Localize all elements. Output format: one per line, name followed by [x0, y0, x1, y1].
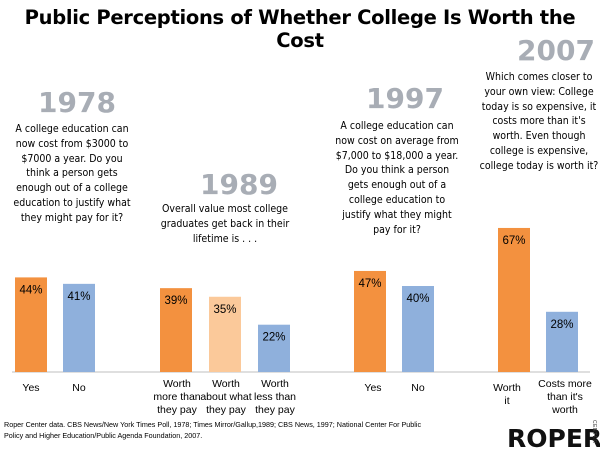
roper-logo: ROPER [507, 424, 600, 453]
category-label: Costs more than it's worth [538, 378, 592, 416]
bar [498, 227, 530, 372]
bar [354, 270, 386, 372]
data-label: 35% [213, 304, 236, 316]
source-note: Roper Center data. CBS News/New York Tim… [4, 420, 422, 440]
bar [402, 286, 434, 372]
bar [546, 311, 578, 372]
data-label: 28% [550, 319, 573, 331]
roper-logo-sub: CENTER [591, 420, 597, 444]
question-1978: A college education can now cost from $3… [13, 123, 131, 224]
category-label: Worth about what they pay [200, 378, 252, 416]
data-label: 44% [19, 284, 42, 296]
bar [209, 296, 241, 372]
year-label-1978: 1978 [38, 86, 116, 119]
data-label: 22% [262, 332, 285, 344]
year-label-2007: 2007 [517, 34, 595, 67]
data-label: 47% [358, 278, 381, 290]
question-1989: Overall value most college graduates get… [160, 203, 290, 245]
category-label: Yes [22, 382, 40, 394]
data-label: 40% [406, 293, 429, 305]
question-1997: A college education can now cost on aver… [335, 120, 459, 236]
category-label: Worth more than they pay [153, 378, 201, 416]
category-label: Worth less than they pay [253, 378, 297, 416]
question-2007: Which comes closer to your own view: Col… [479, 71, 599, 172]
bar [258, 324, 290, 372]
category-label: No [411, 382, 425, 394]
bar [63, 283, 95, 372]
data-label: 41% [67, 291, 90, 303]
year-label-1989: 1989 [200, 168, 278, 201]
bar [15, 277, 47, 372]
category-label: Worth it [493, 382, 521, 407]
bar [160, 288, 192, 372]
data-label: 67% [502, 235, 525, 247]
category-label: Yes [364, 382, 382, 394]
chart-title: Public Perceptions of Whether College Is… [24, 6, 576, 52]
category-label: No [72, 382, 86, 394]
data-label: 39% [164, 295, 187, 307]
year-label-1997: 1997 [366, 82, 444, 115]
